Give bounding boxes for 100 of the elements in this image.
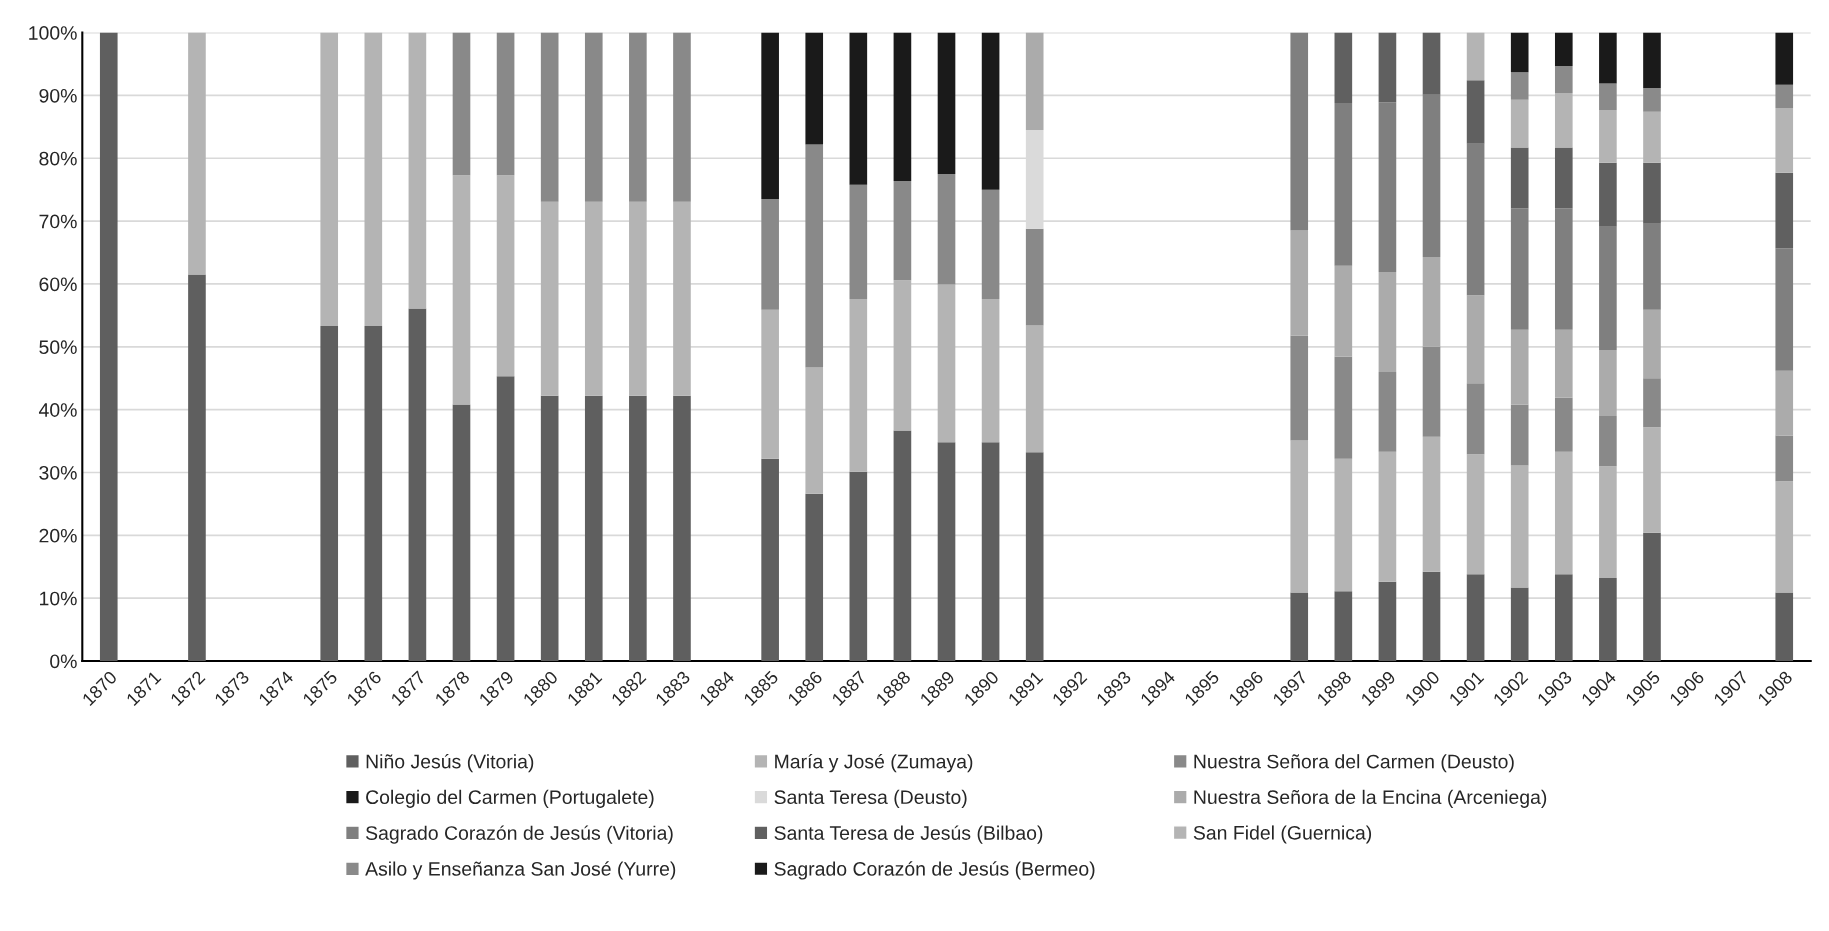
bar [99,32,118,662]
bar [1554,92,1573,148]
bar [584,395,603,662]
bar [1599,162,1617,227]
y-tick-label: 50% [39,340,77,355]
bar [1775,248,1794,371]
bar [1422,436,1441,572]
bar [981,442,1000,662]
bar [1643,162,1661,224]
bar [893,32,912,181]
bar [1466,383,1485,455]
bar [1599,349,1617,416]
bar [1554,208,1573,330]
bar [629,32,647,202]
bar [1775,592,1794,662]
bar [1422,571,1441,662]
bar [1554,32,1573,66]
bar [849,471,868,662]
bar [1290,592,1309,662]
bar [1466,295,1485,384]
bar [320,32,339,327]
bar [1599,415,1617,467]
bar [1510,72,1529,100]
bar [1510,587,1529,662]
bar [1643,32,1661,88]
bar [1378,581,1397,662]
bar [1775,481,1794,593]
bar [805,493,824,662]
bar [1334,265,1353,357]
y-tick-label: 60% [39,277,77,292]
bar [761,309,779,459]
y-tick-label: 20% [39,528,77,543]
legend-label: María y José (Zumaya) [775,753,973,773]
bar [1643,87,1661,112]
bar [1775,32,1794,85]
bar [584,32,603,202]
bar [1775,370,1794,436]
bar [408,308,427,662]
bar [1466,143,1485,296]
y-tick-label: 40% [38,403,77,417]
legend-label: Asilo y Enseñanza San José (Yurre) [365,861,676,880]
y-tick-label: 90% [39,88,77,103]
bar [1466,574,1485,662]
bar [452,175,471,405]
bar [1466,454,1485,575]
bar [893,180,912,281]
bar [1599,109,1617,163]
bar [1643,223,1661,310]
bar [584,201,603,396]
bar [1025,228,1044,326]
bar [1378,32,1397,103]
bar [1422,346,1441,437]
bar [408,32,427,309]
bar [1599,466,1617,579]
bar [629,201,647,396]
bar [1599,226,1617,350]
y-tick-label: 70% [39,214,77,229]
bar [1290,335,1309,441]
y-tick-label: 0% [50,654,77,669]
bar [1775,435,1794,482]
bar [1643,427,1661,533]
legend-label: San Fidel (Guernica) [1193,825,1372,844]
bar [1599,83,1617,110]
bar [849,184,868,300]
bar [1510,32,1529,73]
legend-label: Santa Teresa de Jesús (Bilbao) [774,825,1043,844]
legend-label: Nuestra Señora del Carmen (Deusto) [1194,754,1514,773]
bar [1643,532,1661,662]
bar [1378,371,1397,452]
bar [1510,404,1529,466]
bar [629,395,647,662]
bar [1510,329,1529,405]
bar [496,175,515,377]
bar [1025,32,1044,130]
bar [1599,32,1617,84]
bar [496,376,515,662]
bar [893,280,912,431]
bar [1422,32,1441,95]
legend-label: Sagrado Corazón de Jesús (Vitoria) [365,825,673,844]
bar [1554,65,1573,93]
bar [188,32,206,275]
bar [188,274,206,662]
bar [1775,84,1794,108]
bar [1290,440,1309,593]
bar [1775,172,1794,249]
bar [1510,99,1529,148]
legend-label: Nuestra Señora de la Encina (Arceniega) [1194,789,1547,808]
bar [1378,451,1397,582]
bar [849,299,868,472]
bar [1334,591,1353,662]
bar [540,395,559,662]
legend-label: Niño Jesús (Vitoria) [366,753,534,773]
bar [540,32,559,202]
y-tick-label: 30% [39,465,77,480]
bar [1554,329,1573,398]
bar [1378,102,1397,273]
bar [364,326,383,662]
bar [320,326,339,662]
bar [1510,147,1529,209]
bar [1643,111,1661,163]
